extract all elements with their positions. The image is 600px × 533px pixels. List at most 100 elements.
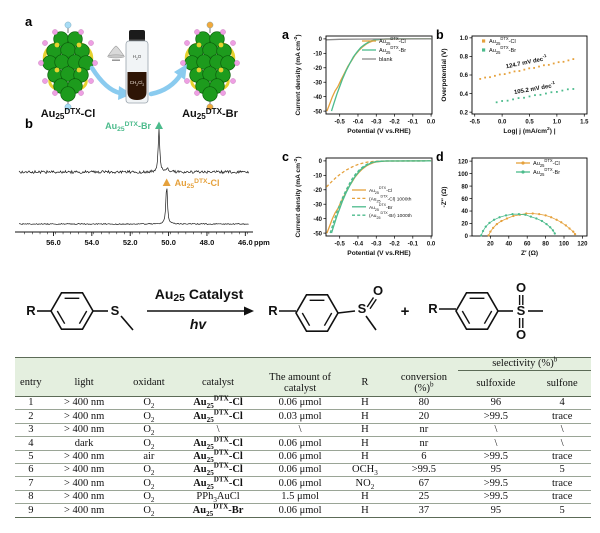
svg-text:0: 0	[319, 159, 323, 165]
y-axis-label: -Z″ (Ω)	[441, 187, 448, 208]
table-cell: 0.03 μmol	[259, 409, 341, 424]
stability-lsv-plot: -0.5 -0.4 -0.3 -0.2 -0.1 0.0 0 -10 -20 -30 -40 -50 P…	[293, 156, 436, 257]
results-table-container: selectivity (%)b entry light oxidant catalys…	[15, 356, 591, 518]
exchange-arrows	[89, 64, 187, 100]
vial-bottom-layer-label: CH2Cl2	[130, 80, 145, 87]
table-cell: nr	[389, 436, 459, 451]
svg-text:120: 120	[577, 242, 588, 248]
table-cell: 1	[15, 396, 47, 411]
series-2	[326, 38, 432, 41]
halide-atom	[64, 103, 72, 111]
svg-text:0.0: 0.0	[498, 120, 507, 126]
svg-text:56.0: 56.0	[46, 238, 61, 247]
table-cell: \	[533, 436, 591, 451]
svg-text:-20: -20	[313, 66, 322, 72]
x-axis-label: Log| j (mA/cm2) |	[503, 126, 555, 135]
column-header-3: catalyst	[176, 370, 260, 397]
tafel-slope-annotation: 105.2 mV dec-1	[513, 80, 556, 96]
results-table: selectivity (%)b entry light oxidant catalys…	[15, 356, 591, 518]
table-cell: 5	[533, 463, 591, 478]
svg-text:-50: -50	[313, 231, 322, 237]
svg-text:Au25DTX-Cl: Au25DTX-Cl	[533, 158, 560, 168]
catalyst-condition: Au25 Catalyst	[155, 286, 244, 304]
table-cell: dark	[46, 436, 122, 451]
table-cell: \	[259, 423, 341, 438]
table-cell: 4	[533, 396, 591, 411]
panel-label-nmr: b	[25, 116, 33, 131]
table-cell: 0.06 μmol	[278, 504, 322, 516]
table-cell: trace	[533, 476, 591, 491]
left-cluster-label: Au25DTX-Cl	[41, 107, 96, 121]
svg-text:40: 40	[461, 209, 468, 215]
svg-text:80: 80	[461, 184, 468, 190]
svg-text:60: 60	[461, 197, 468, 203]
table-cell: > 400 nm	[46, 450, 122, 464]
table-cell: H	[340, 423, 390, 438]
svg-text:-0.2: -0.2	[389, 242, 400, 248]
svg-text:120: 120	[458, 159, 469, 165]
table-cell: 37	[418, 504, 430, 516]
column-header-6: conversion (%)b	[389, 370, 459, 397]
table-cell: H	[340, 436, 390, 451]
arrow-head-icon	[174, 64, 187, 80]
table-cell: 9	[28, 504, 34, 516]
svg-text:0.2: 0.2	[460, 110, 469, 116]
legend: Au25DTX-Cl(Au25DTX-Cl) 1000thAu25DTX-Br(…	[352, 186, 412, 220]
svg-text:-40: -40	[313, 217, 322, 223]
table-cell: > 400 nm	[46, 463, 122, 478]
table-cell: 20	[389, 409, 459, 424]
table-cell: O2	[121, 409, 177, 424]
table-cell: >99.5	[458, 476, 534, 491]
svg-text:0.5: 0.5	[525, 120, 534, 126]
tafel-slope-annotation: 124.7 mV dec-1	[505, 53, 548, 70]
x-axis-label: Potential (V vs.RHE)	[347, 250, 410, 257]
table-cell: Au25DTX-Cl	[176, 449, 260, 464]
svg-text:R: R	[428, 301, 438, 316]
svg-text:20: 20	[487, 242, 494, 248]
x-axis-label: Z′ (Ω)	[521, 250, 538, 257]
table-cell: O2	[143, 504, 155, 518]
table-row: 5 > 400 nm air Au25DTX-Cl 0.06 μmol H 6 >99.5 tr…	[15, 449, 591, 464]
table-cell: > 400 nm	[46, 490, 122, 505]
table-cell: > 400 nm	[46, 409, 122, 424]
panel-label-stability: c	[282, 150, 289, 164]
table-cell: 6	[15, 463, 47, 478]
table-cell: \	[458, 423, 534, 438]
reaction-arrow-head-icon	[244, 306, 254, 316]
svg-text:40: 40	[505, 242, 512, 248]
table-row: 7 > 400 nm O2 Au25DTX-Cl 0.06 μmol NO2 67 >99.5…	[15, 476, 591, 491]
svg-text:S: S	[517, 303, 526, 318]
table-cell: 7	[15, 476, 47, 491]
halide-atom	[206, 103, 214, 111]
table-cell: > 400 nm	[46, 396, 122, 411]
lsv-plot: -0.5 -0.4 -0.3 -0.2 -0.1 0.0 0 -10 -20 -30 -40 -50 P…	[293, 34, 436, 135]
table-row: 9 > 400 nm O2 Au25DTX-Br 0.06 μmol H 37 95 5	[15, 502, 591, 518]
table-cell: > 400 nm	[46, 476, 122, 491]
panel-label-nyquist: d	[436, 150, 444, 164]
svg-text:S: S	[358, 301, 367, 316]
table-cell: 5	[559, 504, 565, 516]
nmr-x-unit: ppm	[254, 238, 270, 247]
y-axis-label: Current density (mA cm-2)	[293, 34, 302, 115]
table-cell: 0.06 μmol	[259, 396, 341, 411]
svg-text:Au25DTX-Cl: Au25DTX-Cl	[379, 36, 406, 46]
svg-text:-0.3: -0.3	[371, 120, 382, 126]
svg-text:blank: blank	[379, 57, 393, 63]
table-cell: O2	[121, 490, 177, 505]
svg-text:-0.2: -0.2	[389, 120, 400, 126]
svg-text:-0.4: -0.4	[353, 242, 364, 248]
table-cell: Au25DTX-Cl	[176, 395, 260, 411]
svg-text:Au25DTX-Br: Au25DTX-Br	[379, 45, 406, 55]
br-peak-label: Au25DTX-Br	[105, 121, 151, 133]
y-axis-label: Overpotential (V)	[441, 48, 448, 101]
svg-text:0.8: 0.8	[460, 55, 469, 61]
svg-text:80: 80	[542, 242, 549, 248]
column-header-5: R	[340, 370, 390, 397]
table-cell: 0.06 μmol	[259, 476, 341, 491]
table-cell: Au25DTX-Cl	[176, 436, 260, 451]
nyquist-plot: 20 40 60 80 100 120 0 20 40 60 80 100 120 Z′ (Ω) -Z″ (…	[441, 157, 588, 257]
table-cell: O2	[121, 396, 177, 411]
svg-text:1.5: 1.5	[580, 120, 589, 126]
series-3	[329, 160, 432, 234]
